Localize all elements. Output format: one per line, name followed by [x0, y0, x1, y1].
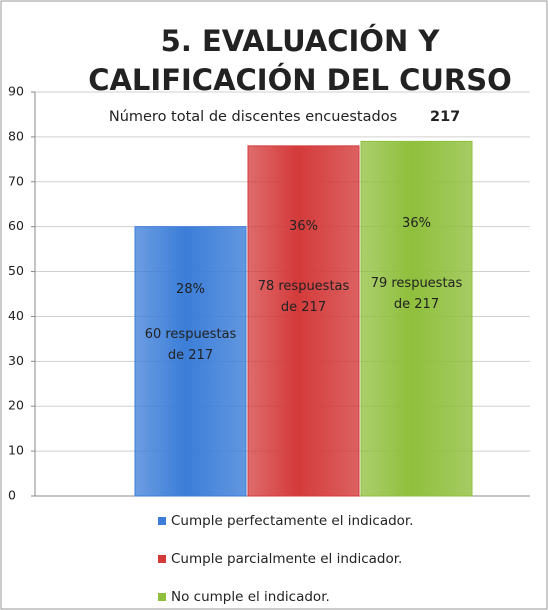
y-tick-label: 60	[8, 218, 24, 233]
y-tick-label: 0	[8, 488, 16, 503]
share-label: 28%	[176, 281, 205, 297]
total: 217	[430, 109, 460, 125]
y-tick-label: 30	[8, 353, 24, 368]
legend-label: No cumple el indicador.	[171, 589, 330, 605]
chart-subtitle: Número total de discentes encuestados	[109, 109, 397, 125]
value-label: 78 respuestas de 217	[257, 278, 350, 315]
value-label: 79 respuestas de 217	[370, 276, 463, 313]
share-label: 36%	[289, 219, 318, 235]
y-tick-label: 80	[8, 128, 24, 143]
legend-swatch	[158, 555, 166, 563]
share-label: 36%	[402, 215, 431, 231]
legend-swatch	[158, 517, 166, 525]
chart-title: CALIFICACIÓN DEL CURSO	[88, 63, 512, 97]
y-tick-label: 20	[8, 398, 24, 413]
y-tick-label: 40	[8, 308, 24, 323]
y-tick-label: 70	[8, 173, 24, 188]
value-label: 60 respuestas de 217	[144, 327, 237, 364]
bar	[134, 226, 247, 497]
bar	[247, 145, 360, 497]
legend-label: Cumple parcialmente el indicador.	[171, 551, 402, 567]
chart-title: 5. EVALUACIÓN Y	[161, 24, 441, 58]
y-tick-label: 50	[8, 263, 24, 278]
y-tick-label: 90	[8, 84, 24, 99]
legend-label: Cumple perfectamente el indicador.	[171, 513, 414, 529]
y-tick-label: 10	[8, 443, 24, 458]
legend-swatch	[158, 593, 166, 601]
bar	[360, 140, 473, 497]
